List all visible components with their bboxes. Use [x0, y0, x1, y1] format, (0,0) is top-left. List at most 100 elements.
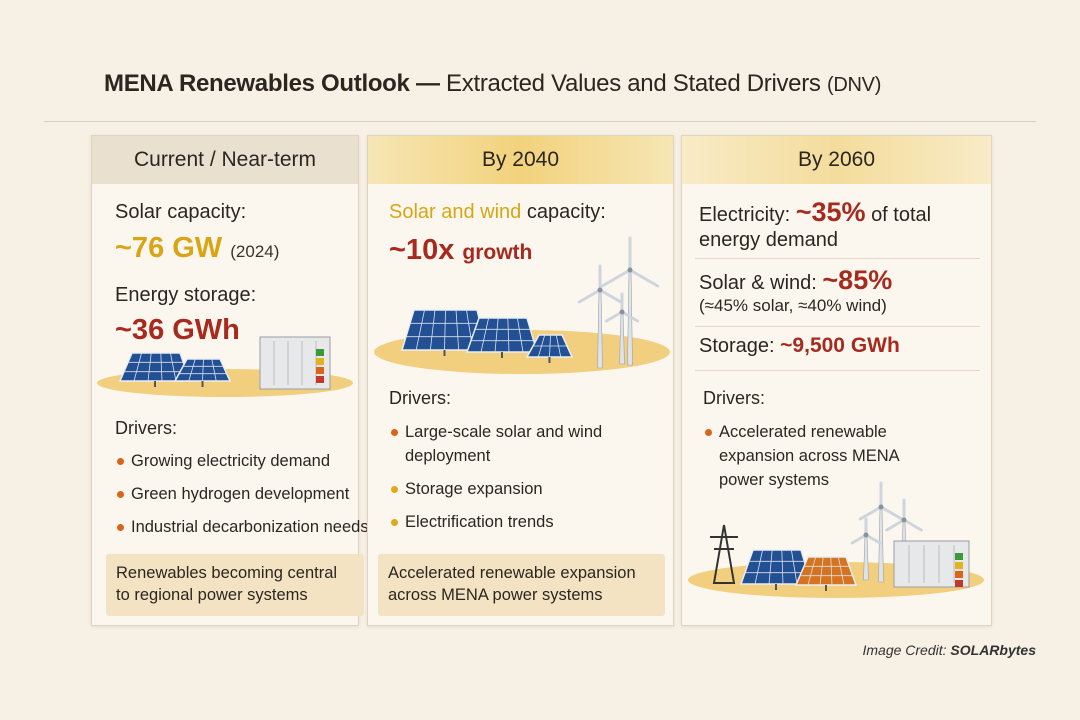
metric-value: ~36 GWh [115, 314, 240, 346]
credit-label: Image Credit: [862, 642, 947, 658]
metric-value-text: ~76 GW [115, 232, 223, 264]
metric-label: Solar capacity: [115, 201, 247, 223]
footer-note: Accelerated renewable expansion across M… [378, 554, 665, 616]
turbine-blade [885, 518, 906, 532]
metric-note: (≈45% solar, ≈40% wind) [699, 296, 887, 315]
driver: Electrification trends [389, 510, 654, 534]
panel-cell [781, 549, 784, 585]
battery-indicator [316, 376, 324, 383]
metric-value: ~76 GW (2024) [115, 232, 279, 265]
driver: Industrial decarbonization needs [115, 515, 375, 539]
solar-panel [465, 317, 539, 353]
drivers-label: Drivers: [703, 388, 765, 408]
turbine-hub [878, 504, 884, 510]
battery-indicator [316, 367, 324, 374]
separator [695, 326, 980, 327]
credit-source: SOLARbytes [950, 642, 1036, 658]
battery-indicator [955, 562, 963, 569]
battery-indicator [316, 358, 324, 365]
metric-value: ~10x growth [389, 234, 532, 267]
turbine-hub [627, 267, 633, 273]
footer-note: Renewables becoming central to regional … [106, 554, 364, 616]
metric-value: ~35% [795, 197, 866, 227]
separator [695, 258, 980, 259]
metric-label-highlight: Solar and wind [389, 201, 522, 223]
turbine-tower [619, 311, 625, 365]
turbine-blade [864, 533, 882, 545]
panel-cell [494, 317, 499, 353]
panel-cell [160, 352, 163, 382]
turbine-tower [863, 534, 869, 581]
card-header: Current / Near-term [92, 136, 358, 184]
drivers-list: Accelerated renewable expansion across M… [703, 420, 943, 501]
metric-note: growth [462, 241, 533, 264]
metric-label: Solar and wind capacity: [389, 201, 606, 224]
illustration-solar-storage [97, 336, 353, 397]
turbine-blade [850, 533, 868, 545]
panel-cell [830, 556, 833, 586]
turbine-hub [619, 309, 625, 315]
turbine-blade [879, 505, 904, 521]
panel-cell [807, 556, 816, 586]
metric: Electricity: ~35% of total energy demand [699, 197, 969, 253]
metric-value: ~85% [822, 265, 893, 295]
metric-label-text: capacity: [526, 201, 606, 223]
turbine-tower [878, 506, 884, 583]
panel-cell [147, 352, 152, 382]
drivers-label: Drivers: [389, 388, 451, 408]
title-source: (DNV) [827, 74, 882, 96]
separator [695, 370, 980, 371]
title: MENA Renewables Outlook — Extracted Valu… [104, 70, 881, 98]
panel-cell [791, 549, 798, 585]
panel-cell [133, 352, 142, 382]
drivers-label: Drivers: [115, 418, 177, 438]
driver: Growing electricity demand [115, 449, 375, 473]
driver: Accelerated renewable expansion across M… [703, 420, 943, 492]
panel-cell [211, 358, 217, 382]
turbine-blade [902, 518, 923, 532]
panel-cell [170, 352, 177, 382]
metric: Storage: ~9,500 GWh [699, 334, 900, 358]
drivers-list: Large-scale solar and wind deployment St… [389, 420, 654, 543]
panel-cell [838, 556, 845, 586]
turbine-blade [858, 505, 883, 521]
title-main: MENA Renewables Outlook — [104, 70, 440, 97]
driver: Green hydrogen development [115, 482, 375, 506]
battery-indicator [955, 571, 963, 578]
panel-cell [480, 317, 489, 353]
turbine-hub [597, 287, 603, 293]
turbine-blade [577, 288, 602, 304]
metric-note: of total energy demand [699, 204, 932, 251]
panel-cell [768, 549, 773, 585]
metric-label: Electricity: [699, 204, 791, 226]
panel-cell [444, 309, 446, 351]
image-credit: Image Credit: SOLARbytes [862, 642, 1036, 658]
panel-cell [188, 358, 196, 382]
metric-value: ~9,500 GWh [780, 334, 900, 357]
card-header: By 2040 [368, 136, 673, 184]
panel-cell [819, 556, 824, 586]
illustration-solar-wind [374, 236, 670, 374]
pylon [712, 524, 736, 584]
panel-cell [415, 309, 425, 351]
turbine-blade [604, 310, 624, 323]
panel-cell [429, 309, 436, 351]
metric-label: Energy storage: [115, 284, 257, 306]
turbine-blade [628, 268, 660, 288]
turbine-blade [620, 310, 640, 323]
panel-cell [507, 317, 510, 353]
driver: Large-scale solar and wind deployment [389, 420, 654, 468]
turbine-blade [600, 268, 632, 288]
divider [44, 121, 1036, 122]
card-2040: By 2040 [367, 135, 674, 626]
battery-indicator [955, 553, 963, 560]
metric-label: Solar & wind: [699, 272, 817, 294]
panel-cell [202, 358, 204, 382]
turbine-hub [901, 517, 907, 523]
illustration-grid-solar-wind [688, 481, 984, 598]
panel-cell [754, 549, 763, 585]
metric-note: (2024) [230, 242, 280, 261]
card-header: By 2060 [682, 136, 991, 184]
metric-value-text: ~10x [389, 234, 455, 266]
